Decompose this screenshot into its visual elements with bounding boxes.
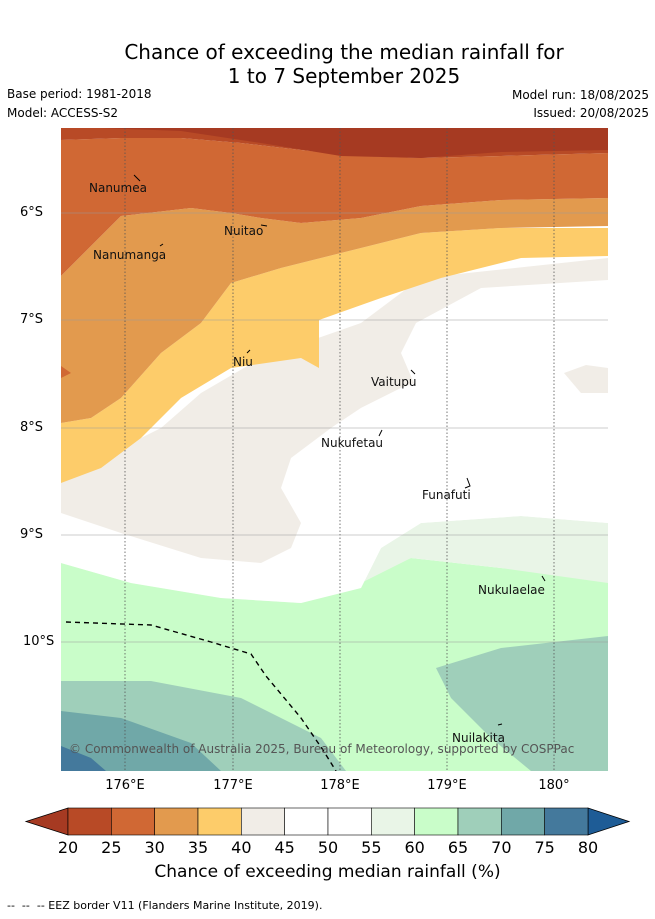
longitude-gridlines	[124, 128, 555, 771]
latitude-label: 7°S	[20, 312, 44, 327]
colorbar-tick-label: 75	[534, 838, 555, 857]
band-75-80	[61, 746, 106, 771]
place-label: Nanumea	[89, 181, 147, 195]
rainfall-map	[61, 128, 608, 771]
colorbar-under-arrow	[24, 807, 69, 836]
base-period: Base period: 1981-2018	[7, 87, 152, 101]
colorbar-segment	[501, 807, 545, 836]
colorbar-tick-label: 55	[361, 838, 382, 857]
colorbar-segment	[154, 807, 199, 836]
colorbar-tick-label: 70	[491, 838, 512, 857]
band-35-40	[61, 228, 608, 483]
colorbar-tick-label: 80	[577, 838, 599, 857]
colorbar-tick-label: 60	[404, 838, 425, 857]
band-under-20	[101, 128, 608, 158]
colorbar-segment	[414, 807, 459, 836]
colorbar-tick-label: 20	[57, 838, 79, 857]
colorbar-tick-label: 40	[231, 838, 252, 857]
colorbar-tick-label: 65	[447, 838, 469, 857]
place-label: Niu	[233, 355, 253, 369]
issued-date: Issued: 20/08/2025	[533, 106, 649, 120]
colorbar-label: Chance of exceeding median rainfall (%)	[154, 862, 501, 882]
model-name: Model: ACCESS-S2	[7, 106, 119, 120]
island-marks	[133, 174, 546, 726]
map-title: Chance of exceeding the median rainfall …	[0, 40, 655, 88]
colorbar-segment	[67, 807, 112, 836]
colorbar-tick-label: 45	[274, 838, 295, 857]
longitude-label: 178°E	[320, 778, 360, 793]
latitude-gridlines	[61, 212, 608, 643]
colorbar-segment	[197, 807, 242, 836]
longitude-label: 179°E	[427, 778, 467, 793]
band-70-75	[61, 711, 221, 771]
band-30-35	[61, 198, 608, 423]
latitude-label: 9°S	[20, 527, 44, 542]
band-50-55	[61, 473, 608, 603]
place-label: Nukufetau	[321, 436, 384, 450]
colorbar	[24, 807, 631, 836]
place-label: Funafuti	[422, 488, 471, 502]
rainfall-contours	[61, 128, 608, 771]
eez-footnote: -- -- -- EEZ border V11 (Flanders Marine…	[7, 899, 323, 912]
colorbar-segment	[327, 807, 372, 836]
colorbar-tick-label: 30	[144, 838, 165, 857]
place-label: Vaitupu	[371, 375, 417, 389]
longitude-label: 177°E	[213, 778, 253, 793]
copyright-notice: © Commonwealth of Australia 2025, Bureau…	[69, 742, 575, 756]
place-label: Nuilakita	[452, 731, 505, 745]
colorbar-tick-label: 50	[317, 838, 339, 857]
eez-border	[65, 621, 337, 771]
band-white-center	[291, 280, 608, 523]
title-line-2: 1 to 7 September 2025	[227, 64, 461, 88]
colorbar-segment	[284, 807, 329, 836]
colorbar-tick-label: 25	[101, 838, 122, 857]
latitude-label: 10°S	[23, 634, 55, 649]
place-label: Nukulaelae	[478, 583, 545, 597]
place-label: Nuitao	[224, 224, 264, 238]
band-65-70-east	[436, 636, 608, 771]
longitude-label: 176°E	[105, 778, 145, 793]
colorbar-over-arrow	[587, 807, 631, 836]
model-run: Model run: 18/08/2025	[511, 88, 649, 102]
colorbar-segment	[111, 807, 155, 836]
colorbar-segment	[457, 807, 502, 836]
colorbar-segment	[544, 807, 589, 836]
band-25-30	[61, 138, 608, 276]
colorbar-tick-label: 35	[187, 838, 209, 857]
band-30-35-west	[61, 366, 71, 378]
colorbar-segment	[371, 807, 415, 836]
latitude-label: 6°S	[20, 205, 44, 220]
colorbar-segment	[241, 807, 285, 836]
latitude-label: 8°S	[20, 420, 44, 435]
title-line-1: Chance of exceeding the median rainfall …	[124, 40, 564, 64]
place-label: Nanumanga	[93, 248, 167, 262]
band-grey-upper-east	[564, 365, 608, 393]
longitude-label: 180°	[538, 778, 570, 793]
